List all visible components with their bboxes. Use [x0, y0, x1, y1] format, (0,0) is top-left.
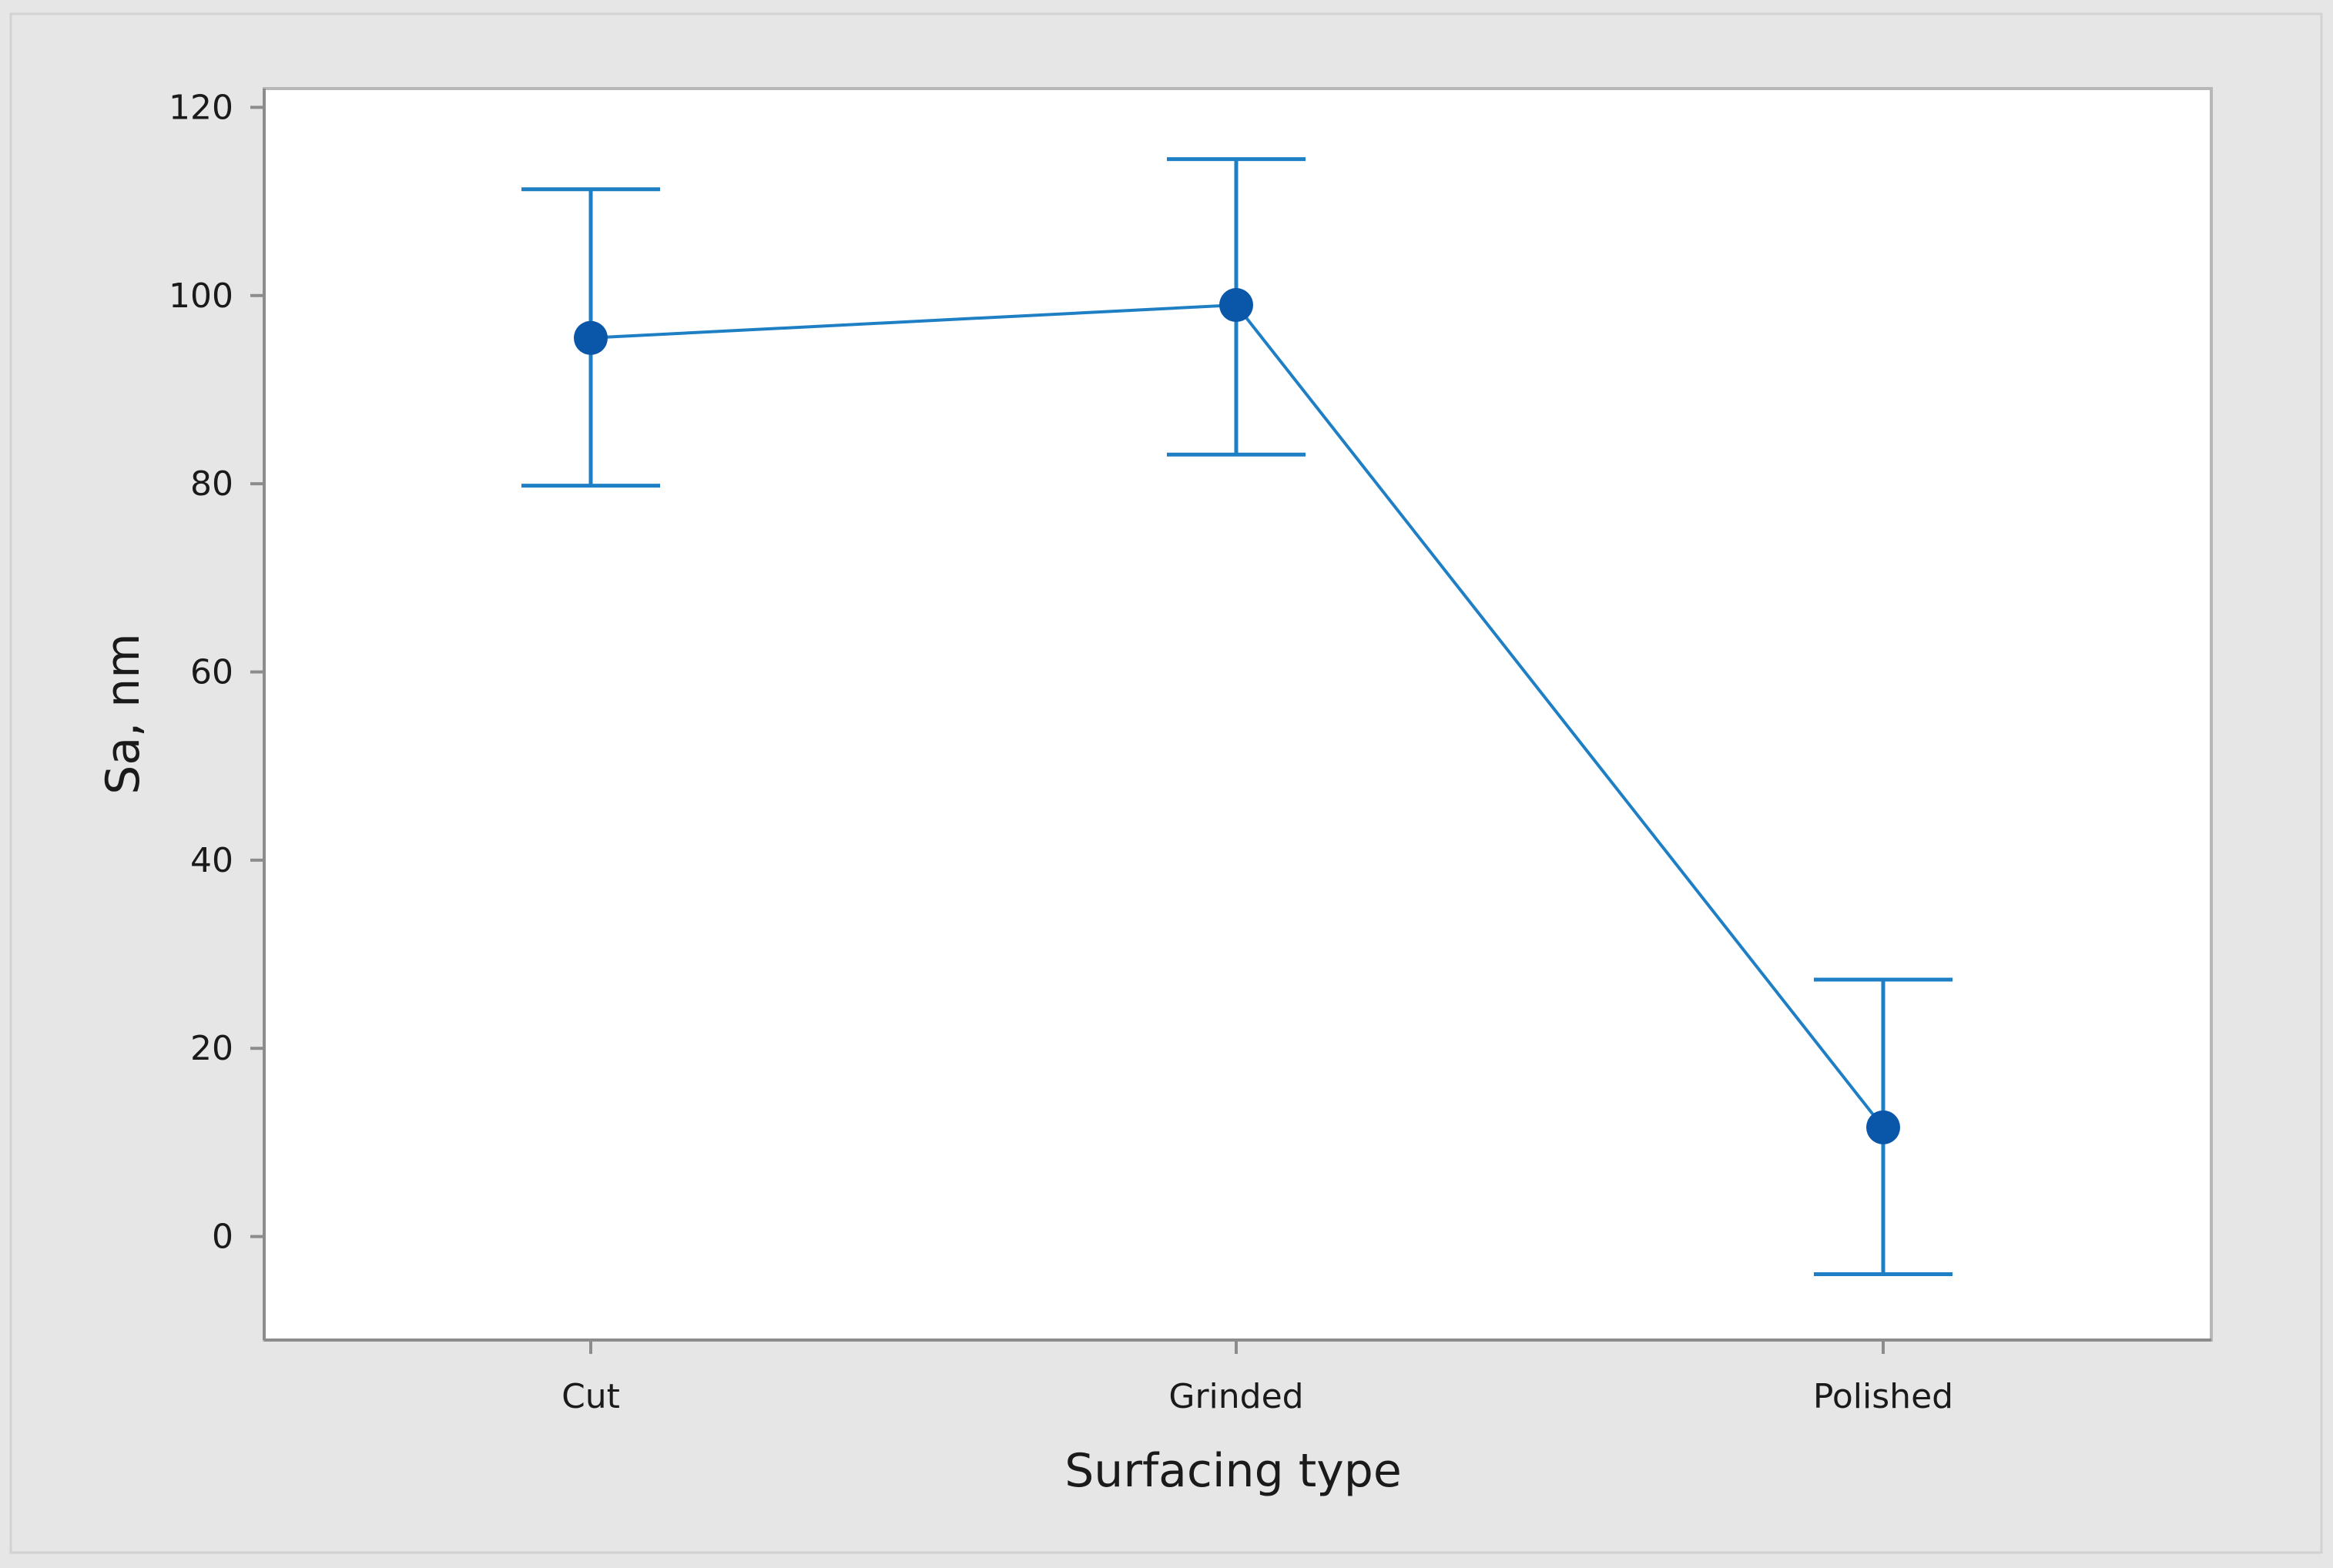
figure-border [9, 12, 2323, 1554]
y-tick-label: 0 [212, 1218, 233, 1257]
y-tick-label: 20 [190, 1029, 233, 1068]
data-point [1866, 1110, 1900, 1144]
x-axis-title: Surfacing type [1064, 1444, 1402, 1498]
y-tick-label: 60 [190, 653, 233, 692]
data-point [574, 320, 608, 355]
y-tick-label: 100 [169, 276, 233, 316]
x-axis: Cut Grinded Polished [264, 1338, 2211, 1416]
series-layer [521, 157, 1953, 1276]
y-tick-label: 120 [169, 88, 233, 127]
y-tick-label: 80 [190, 464, 233, 504]
x-tick-label: Grinded [1168, 1377, 1303, 1416]
y-axis: 0 20 40 60 80 100 120 [169, 88, 266, 1340]
data-point [1219, 288, 1253, 323]
x-tick-label: Cut [561, 1377, 620, 1416]
x-tick-label: Polished [1813, 1377, 1953, 1416]
y-tick-label: 40 [190, 841, 233, 880]
y-axis-title: Sa, nm [96, 633, 150, 794]
